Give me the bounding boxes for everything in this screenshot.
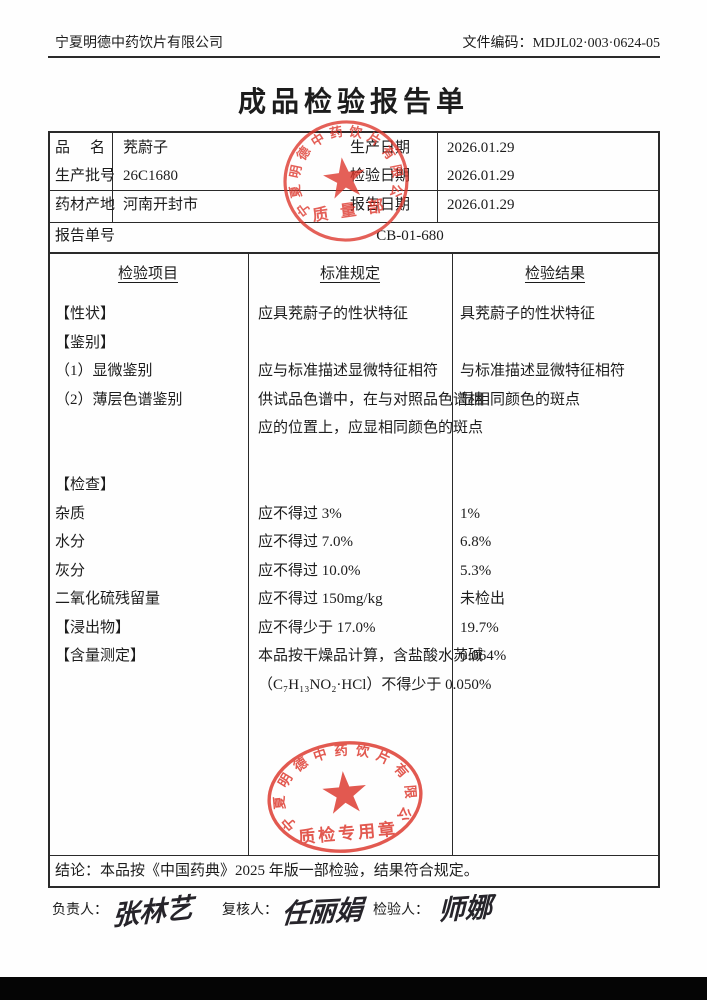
table-cell-line: 水分 [55,534,86,550]
table-cell-line [460,414,655,443]
results-column: 具茺蔚子的性状特征 与标准描述显微特征相符 显相同颜色的斑点 1% 6.8% 5.3%… [460,300,655,699]
table-border-left [48,131,50,888]
table-divider [248,252,249,855]
table-divider [437,131,438,222]
table-cell-line: 应不得过 10.0% [258,562,361,579]
table-cell-line: 应与标准描述显微特征相符 [258,363,439,379]
conclusion-text: 结论：本品按《中国药典》2025 年版一部检验，结果符合规定。 [55,863,479,879]
col-header-result: 检验结果 [524,266,585,282]
table-cell-line: 0.064% [460,648,507,664]
table-cell-line: 与标准描述显微特征相符 [460,363,626,379]
table-cell-line: 【检查】 [55,477,116,493]
header-rule [48,56,660,58]
table-cell-line: 19.7% [460,619,499,636]
table-cell-line: 显相同颜色的斑点 [460,391,581,408]
table-cell-line [55,671,245,700]
table-cell-line: 应不得过 3% [258,505,342,522]
table-cell-line [258,443,450,472]
col-header-item: 检验项目 [117,266,178,282]
stamp-qc-text: 质检专用章 [297,819,398,848]
table-cell-line [258,329,450,358]
origin-label: 药材产地 [55,197,116,213]
table-cell-line: 5.3% [460,562,492,579]
reviewer-label: 复核人： [222,903,278,918]
items-column: 【性状】【鉴别】 （1）显微鉴别 （2）薄层色谱鉴别 【检查】杂质水分灰分二氧化硫残… [55,300,245,699]
prod-date-value: 2026.01.29 [447,140,515,156]
test-date-value: 2026.01.29 [447,168,515,184]
report-date-value: 2026.01.29 [447,197,515,213]
report-no-value: CB-01-680 [376,228,444,244]
table-cell-line [55,414,245,443]
product-value: 茺蔚子 [123,140,169,156]
col-header-standard: 标准规定 [319,266,380,282]
table-rule [48,252,660,254]
table-cell-line [460,443,655,472]
table-cell-line: （C₇H₁₃NO₂·HCl）不得少于 0.050% [258,676,492,693]
table-border-bottom [48,886,660,888]
prod-date-label: 生产日期 [350,140,411,156]
report-no-label: 报告单号 [55,228,116,244]
table-cell-line: 6.8% [460,534,492,550]
table-cell-line [55,443,245,472]
table-cell-line: 具茺蔚子的性状特征 [460,306,596,322]
stamp-company-ring-text: 宁夏明德中药饮片有限公司 [262,736,421,837]
responsible-signature: 张林艺 [112,892,193,932]
table-cell-line: 二氧化硫残留量 [55,591,161,607]
doc-code: 文件编码：MDJL02·003·0624-05 [462,36,660,51]
table-cell-line: （2）薄层色谱鉴别 [55,391,183,408]
responsible-label: 负责人： [52,903,108,918]
reviewer-signature: 任丽娟 [280,894,365,930]
table-cell-line: 应具茺蔚子的性状特征 [258,306,409,322]
inspector-label: 检验人： [373,903,429,918]
table-rule [48,855,660,856]
standards-column: 应具茺蔚子的性状特征 应与标准描述显微特征相符供试品色谱中，在与对照品色谱相 应的… [258,300,492,699]
scan-edge-bar [0,977,707,1000]
origin-value: 河南开封市 [123,197,199,213]
table-cell-line: 应不得过 7.0% [258,534,353,550]
svg-text:宁夏明德中药饮片有限公司: 宁夏明德中药饮片有限公司 [262,736,421,837]
inspector-signature: 师娜 [438,892,492,926]
table-cell-line [460,329,655,358]
table-cell-line: 本品按干燥品计算，含盐酸水苏碱 [258,648,484,664]
table-cell-line: 灰分 [55,562,86,579]
table-cell-line: 应不得过 150mg/kg [258,591,383,607]
table-cell-line: 应的位置上，应显相同颜色的斑点 [258,420,484,436]
table-divider [452,252,453,855]
batch-label: 生产批号 [55,168,116,184]
table-cell-line: 【鉴别】 [55,334,116,351]
table-border-right [658,131,660,888]
table-cell-line: 未检出 [460,591,506,607]
table-cell-line: 供试品色谱中，在与对照品色谱相 [258,391,484,408]
table-cell-line [460,471,655,500]
batch-value: 26C1680 [123,168,179,184]
page-title: 成品检验报告单 [237,87,469,118]
table-cell-line: 1% [460,505,480,522]
table-cell-line: 【浸出物】 [55,619,131,636]
table-cell-line: 【含量测定】 [55,648,146,664]
report-date-label: 报告日期 [350,197,411,213]
table-rule [48,190,660,191]
table-rule [48,222,660,223]
product-label: 品名 [55,140,105,156]
table-cell-line: 应不得少于 17.0% [258,619,376,636]
table-cell-line: （1）显微鉴别 [55,363,153,379]
table-cell-line [460,671,655,700]
company-name: 宁夏明德中药饮片有限公司 [55,36,223,51]
table-cell-line [258,471,450,500]
table-border-top [48,131,660,133]
table-cell-line: 【性状】 [55,306,116,322]
table-divider [112,131,113,222]
qc-seal-stamp-icon: 宁夏明德中药饮片有限公司 质检专用章 [262,736,423,853]
test-date-label: 检验日期 [350,168,411,184]
table-cell-line: 杂质 [55,505,86,522]
